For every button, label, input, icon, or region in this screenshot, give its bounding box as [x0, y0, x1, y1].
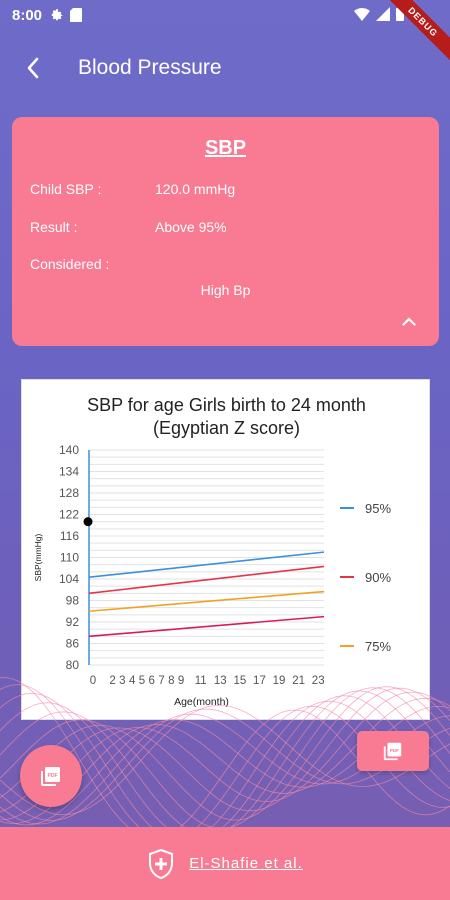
x-tick-label: 13	[214, 675, 227, 687]
collapse-button[interactable]	[395, 307, 423, 335]
result-label: Result :	[30, 219, 78, 235]
wave-line	[0, 705, 450, 815]
y-tick-label: 98	[66, 594, 80, 608]
considered-value: High Bp	[200, 282, 251, 298]
wave-line	[0, 708, 450, 821]
y-tick-label: 110	[60, 551, 79, 565]
considered-label: Considered :	[30, 256, 110, 272]
x-tick-label: 15	[233, 675, 246, 687]
pdf-export-button[interactable]: PDF	[357, 731, 429, 771]
status-bar: 8:00	[0, 0, 450, 30]
legend-label: 75%	[365, 639, 391, 654]
cellular-signal-icon	[376, 7, 390, 25]
y-tick-label: 116	[60, 529, 79, 543]
series-line	[88, 590, 325, 613]
status-time: 8:00	[12, 6, 43, 24]
wave-line	[0, 677, 450, 830]
child-sbp-value: 120.0 mmHg	[155, 181, 236, 197]
x-tick-label: 7	[158, 675, 164, 687]
wave-line	[0, 687, 450, 813]
x-tick-label: 0	[90, 675, 96, 687]
x-tick-label: 6	[149, 675, 155, 687]
child-sbp-label: Child SBP :	[30, 181, 102, 197]
y-axis-title: SBP(mmHg)	[33, 533, 43, 581]
x-tick-label: 21	[292, 675, 305, 687]
back-arrow-icon	[27, 57, 39, 79]
footer: El-Shafie et al.	[0, 827, 450, 900]
x-tick-label: 23	[312, 675, 325, 687]
app-bar: Blood Pressure	[0, 40, 450, 96]
x-tick-label: 4	[129, 675, 136, 687]
x-tick-label: 19	[273, 675, 286, 687]
background-wave-pattern	[0, 677, 450, 830]
x-tick-label: 3	[119, 675, 125, 687]
card-heading: SBP	[204, 137, 247, 159]
series-line	[88, 551, 325, 579]
y-tick-label: 104	[59, 572, 79, 586]
settings-gear-icon	[50, 8, 64, 22]
x-tick-label: 5	[139, 675, 145, 687]
y-tick-label: 140	[59, 443, 79, 457]
wave-line	[0, 695, 450, 830]
page-title: Blood Pressure	[78, 56, 222, 79]
chart-title-line-2: (Egyptian Z score)	[152, 418, 301, 438]
svg-text:PDF: PDF	[390, 748, 399, 753]
pdf-icon: PDF	[383, 742, 402, 761]
svg-text:PDF: PDF	[48, 773, 58, 779]
x-axis-title: Age(month)	[174, 696, 229, 708]
pdf-fab-button[interactable]: PDF	[20, 745, 82, 807]
y-tick-label: 122	[59, 508, 79, 522]
series-line	[88, 615, 325, 638]
y-tick-label: 86	[66, 637, 80, 651]
x-tick-label: 17	[253, 675, 266, 687]
x-tick-label: 2	[109, 675, 115, 687]
sbp-chart: SBP for age Girls birth to 24 month (Egy…	[21, 379, 430, 720]
chart-title: SBP for age Girls birth to 24 month (Egy…	[22, 394, 431, 440]
result-value: Above 95%	[155, 219, 227, 235]
wave-line	[0, 686, 450, 821]
wifi-icon	[354, 7, 370, 25]
sbp-result-card: SBP Child SBP : 120.0 mmHg Result : Abov…	[12, 117, 439, 346]
x-tick-label: 9	[178, 675, 184, 687]
sd-card-icon	[70, 8, 83, 22]
y-tick-label: 134	[59, 465, 79, 479]
pdf-icon: PDF	[41, 767, 60, 786]
data-point	[83, 517, 93, 527]
chart-title-line-1: SBP for age Girls birth to 24 month	[87, 395, 366, 415]
legend-label: 95%	[365, 501, 391, 516]
y-tick-label: 92	[66, 615, 80, 629]
legend-label: 90%	[365, 570, 391, 585]
wave-line	[0, 692, 450, 830]
medical-shield-icon	[149, 848, 174, 879]
y-tick-label: 80	[66, 658, 80, 672]
x-tick-label: 8	[168, 675, 174, 687]
chevron-up-icon	[402, 316, 416, 326]
credits-link[interactable]: El-Shafie et al.	[189, 855, 303, 872]
back-button[interactable]	[0, 40, 66, 96]
series-line	[88, 565, 325, 595]
y-tick-label: 128	[59, 486, 79, 500]
x-tick-label: 11	[195, 675, 207, 687]
